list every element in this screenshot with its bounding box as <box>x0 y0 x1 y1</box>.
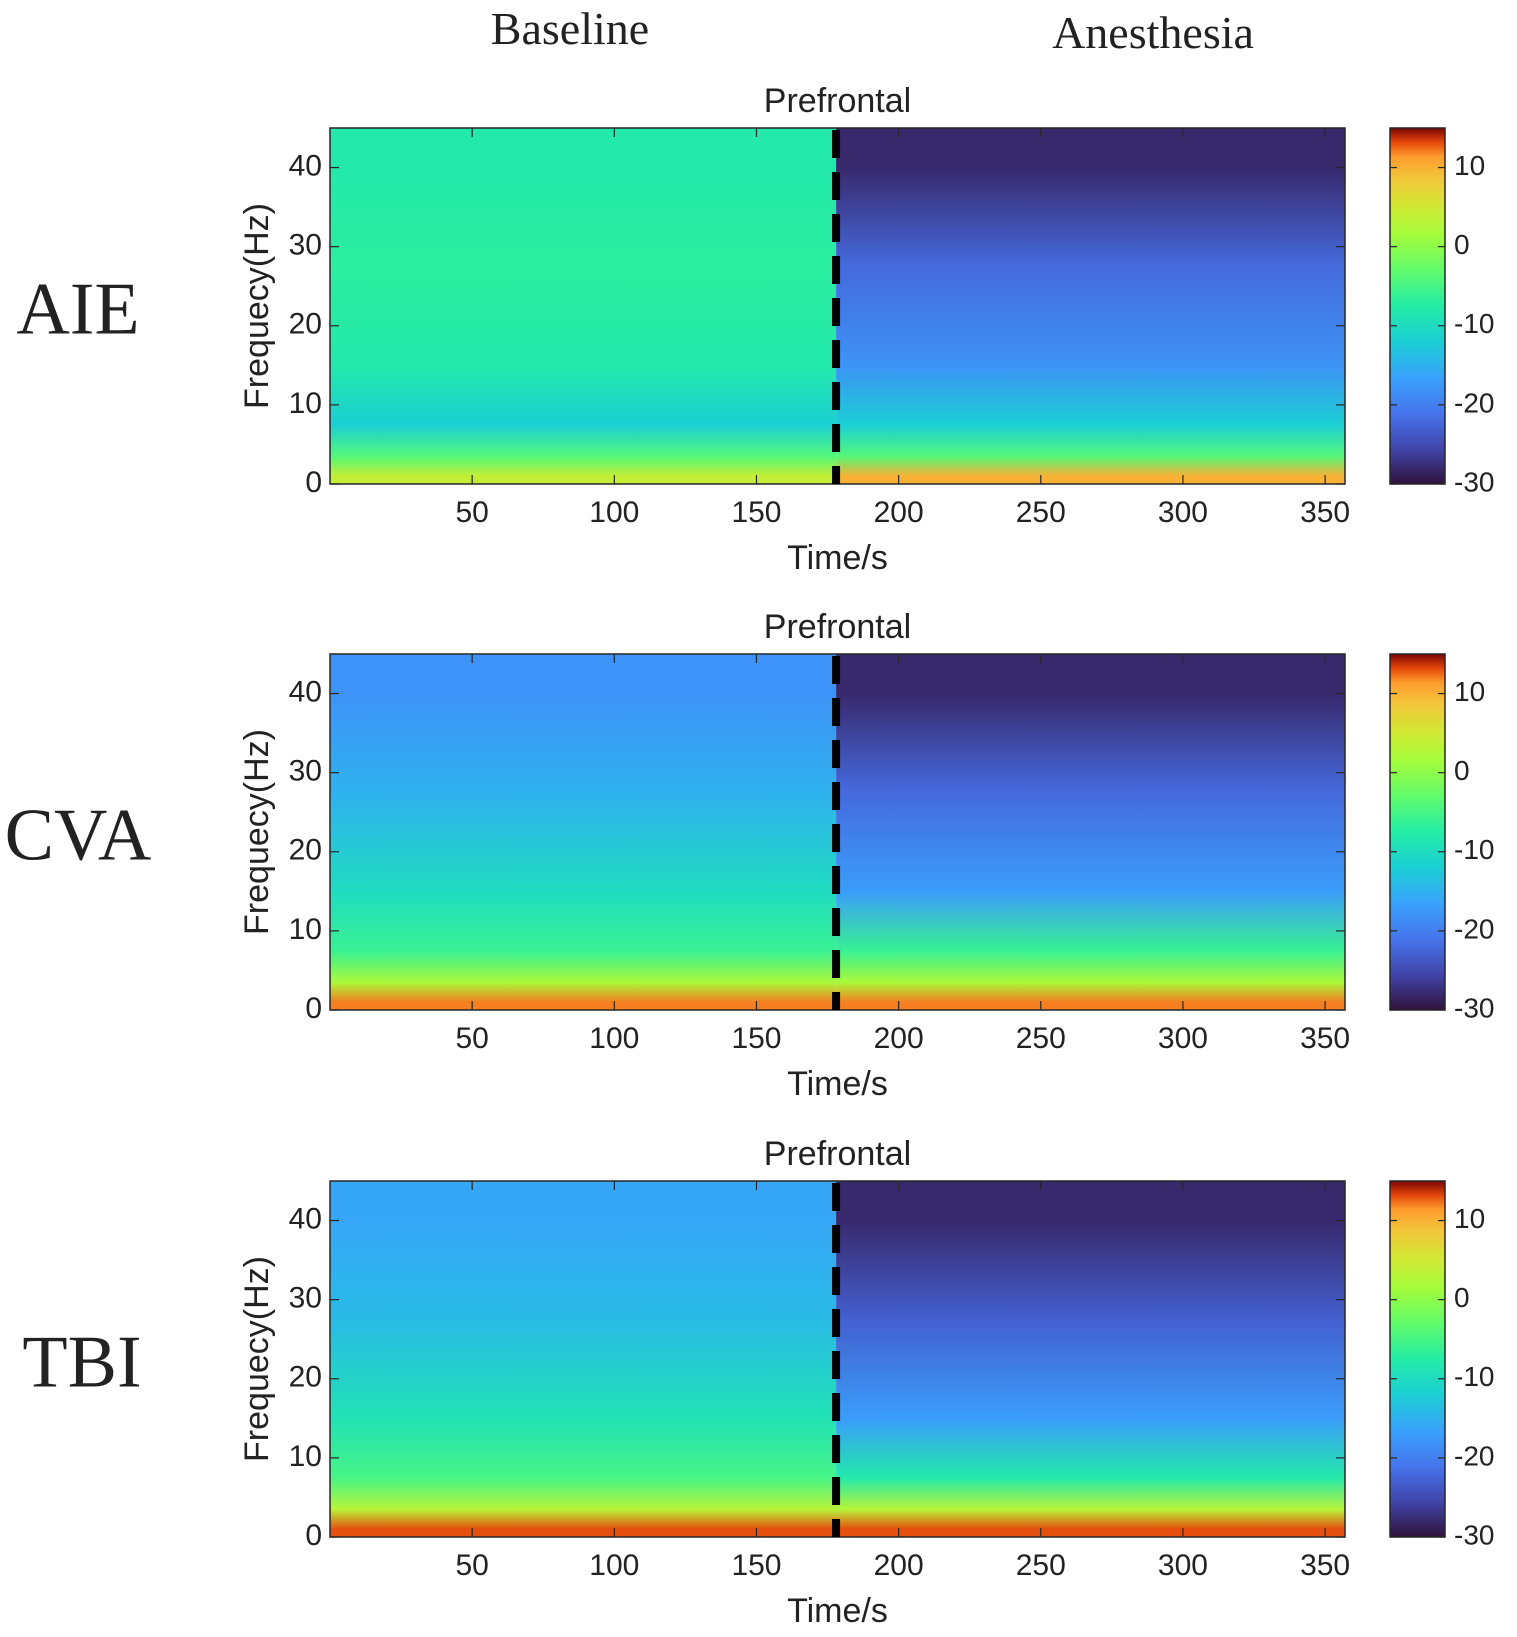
row-label: TBI <box>22 1322 141 1404</box>
x-tick-label: 250 <box>1016 1022 1066 1055</box>
colorbar-tick-label: -10 <box>1454 834 1494 865</box>
colorbar-tick-label: 10 <box>1454 676 1485 707</box>
colorbar-gradient <box>1389 127 1446 485</box>
x-tick-label: 200 <box>874 496 924 529</box>
x-axis-label: Time/s <box>787 1592 888 1630</box>
baseline-spectrogram <box>330 654 837 1010</box>
y-tick-label: 0 <box>305 466 322 499</box>
y-tick-label: 40 <box>289 675 322 708</box>
column-header-baseline: Baseline <box>491 3 649 54</box>
x-tick-label: 350 <box>1300 496 1350 529</box>
y-tick-label: 20 <box>289 308 322 341</box>
x-tick-label: 200 <box>874 1549 924 1582</box>
x-tick-label: 300 <box>1158 496 1208 529</box>
x-tick-label: 350 <box>1300 1549 1350 1582</box>
colorbar-tick-label: 0 <box>1454 1282 1470 1313</box>
x-tick-label: 250 <box>1016 1549 1066 1582</box>
panel-title: Prefrontal <box>764 1135 911 1173</box>
colorbar-tick-label: -30 <box>1454 992 1494 1023</box>
x-tick-label: 100 <box>589 496 639 529</box>
y-tick-label: 40 <box>289 149 322 182</box>
x-tick-label: 300 <box>1158 1549 1208 1582</box>
baseline-spectrogram <box>330 128 837 484</box>
colorbar-tick-label: -30 <box>1454 1519 1494 1550</box>
y-tick-label: 40 <box>289 1202 322 1235</box>
x-tick-label: 100 <box>589 1022 639 1055</box>
y-tick-label: 0 <box>305 992 322 1025</box>
baseline-spectrogram <box>330 1181 837 1537</box>
colorbar-tick-label: -20 <box>1454 387 1494 418</box>
y-tick-label: 10 <box>289 1440 322 1473</box>
panel-title: Prefrontal <box>764 82 911 120</box>
y-tick-label: 30 <box>289 1282 322 1315</box>
colorbar-tick-label: 10 <box>1454 1203 1485 1234</box>
x-tick-label: 150 <box>731 1549 781 1582</box>
y-axis-label: Frequecy(Hz) <box>238 1256 276 1462</box>
x-axis-label: Time/s <box>787 1065 888 1103</box>
x-axis-label: Time/s <box>787 539 888 577</box>
x-tick-label: 50 <box>455 496 488 529</box>
colorbar-gradient <box>1389 653 1446 1011</box>
x-tick-label: 150 <box>731 496 781 529</box>
x-tick-label: 50 <box>455 1549 488 1582</box>
colorbar-tick-label: -10 <box>1454 308 1494 339</box>
row-label: CVA <box>5 795 152 877</box>
colorbar-tick-label: -10 <box>1454 1361 1494 1392</box>
anesthesia-spectrogram <box>836 654 1345 1010</box>
colorbar: 10 0 -10 -20 -30 <box>1389 653 1494 1023</box>
x-tick-label: 350 <box>1300 1022 1350 1055</box>
anesthesia-spectrogram <box>836 128 1345 484</box>
anesthesia-spectrogram <box>836 1181 1345 1537</box>
colorbar-tick-label: -20 <box>1454 1440 1494 1471</box>
y-tick-label: 30 <box>289 229 322 262</box>
y-tick-label: 20 <box>289 834 322 867</box>
y-axis-label: Frequecy(Hz) <box>238 729 276 935</box>
y-tick-label: 20 <box>289 1361 322 1394</box>
x-tick-label: 50 <box>455 1022 488 1055</box>
x-tick-label: 250 <box>1016 496 1066 529</box>
colorbar-tick-label: 0 <box>1454 229 1470 260</box>
x-tick-label: 200 <box>874 1022 924 1055</box>
colorbar-tick-label: -20 <box>1454 913 1494 944</box>
column-header-anesthesia: Anesthesia <box>1052 7 1254 58</box>
y-tick-label: 0 <box>305 1519 322 1552</box>
colorbar-tick-label: -30 <box>1454 466 1494 497</box>
y-tick-label: 30 <box>289 755 322 788</box>
y-axis-label: Frequecy(Hz) <box>238 203 276 409</box>
y-tick-label: 10 <box>289 387 322 420</box>
panel-title: Prefrontal <box>764 608 911 646</box>
y-tick-label: 10 <box>289 913 322 946</box>
colorbar: 10 0 -10 -20 -30 <box>1389 127 1494 497</box>
row-label: AIE <box>16 269 139 351</box>
x-tick-label: 100 <box>589 1549 639 1582</box>
colorbar-tick-label: 10 <box>1454 150 1485 181</box>
x-tick-label: 150 <box>731 1022 781 1055</box>
colorbar-gradient <box>1389 1180 1446 1538</box>
colorbar: 10 0 -10 -20 -30 <box>1389 1180 1494 1550</box>
colorbar-tick-label: 0 <box>1454 755 1470 786</box>
x-tick-label: 300 <box>1158 1022 1208 1055</box>
